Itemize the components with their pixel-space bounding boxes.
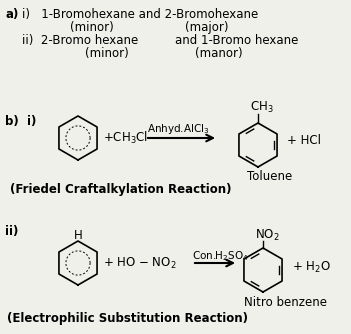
Text: + HCl: + HCl [287,134,321,147]
Text: ii)  2-Bromo hexane: ii) 2-Bromo hexane [22,34,138,47]
Text: CH$_3$: CH$_3$ [250,100,274,115]
Text: Anhyd.AlCl$_3$: Anhyd.AlCl$_3$ [147,122,210,136]
Text: a): a) [5,8,18,21]
Text: Con.H$_2$SO$_4$: Con.H$_2$SO$_4$ [192,249,249,263]
Text: i)   1-Bromohexane and 2-Bromohexane: i) 1-Bromohexane and 2-Bromohexane [22,8,258,21]
Text: (major): (major) [185,21,229,34]
Text: (Friedel Craftalkylation Reaction): (Friedel Craftalkylation Reaction) [10,183,232,196]
Text: (Electrophilic Substitution Reaction): (Electrophilic Substitution Reaction) [7,312,248,325]
Text: b)  i): b) i) [5,115,37,128]
Text: NO$_2$: NO$_2$ [255,228,280,243]
Text: Toluene: Toluene [247,170,292,183]
Text: H: H [74,229,83,242]
Text: Nitro benzene: Nitro benzene [244,296,327,309]
Text: +CH$_3$Cl: +CH$_3$Cl [103,130,148,146]
Text: (minor): (minor) [85,47,129,60]
Text: + HO $-$ NO$_2$: + HO $-$ NO$_2$ [103,256,177,271]
Text: (minor): (minor) [70,21,114,34]
Text: ii): ii) [5,225,18,238]
Text: + H$_2$O: + H$_2$O [292,260,331,275]
Text: (manor): (manor) [195,47,243,60]
Text: and 1-Bromo hexane: and 1-Bromo hexane [175,34,298,47]
